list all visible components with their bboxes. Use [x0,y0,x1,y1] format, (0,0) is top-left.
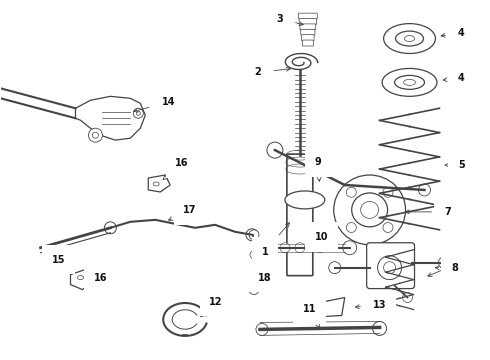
Text: 10: 10 [313,232,328,245]
Text: 15: 15 [52,251,66,265]
Circle shape [383,187,393,197]
Ellipse shape [395,31,423,46]
Polygon shape [148,175,170,192]
Ellipse shape [405,36,415,41]
Text: 13: 13 [355,300,387,310]
Ellipse shape [307,305,317,319]
Circle shape [384,262,395,274]
Circle shape [133,108,143,118]
Ellipse shape [394,75,424,89]
FancyBboxPatch shape [300,24,316,30]
Circle shape [89,128,102,142]
Ellipse shape [352,193,388,227]
Circle shape [295,243,305,253]
Circle shape [104,222,116,234]
Text: 18: 18 [257,270,272,283]
FancyBboxPatch shape [301,29,315,35]
Circle shape [249,285,259,294]
Text: 4: 4 [443,73,465,84]
Text: 16: 16 [84,273,107,283]
Ellipse shape [153,182,159,186]
Ellipse shape [384,24,436,54]
Circle shape [346,187,356,197]
Circle shape [418,184,431,196]
Polygon shape [71,268,97,289]
Circle shape [249,230,259,240]
Circle shape [372,321,387,336]
Polygon shape [308,298,345,318]
Circle shape [346,222,356,233]
Ellipse shape [382,68,437,96]
Circle shape [439,257,450,269]
Circle shape [403,293,413,302]
Circle shape [250,268,258,276]
Text: 6: 6 [428,257,465,276]
Circle shape [378,256,401,280]
FancyBboxPatch shape [302,40,313,46]
Text: 14: 14 [134,97,175,112]
FancyBboxPatch shape [298,13,318,19]
FancyBboxPatch shape [299,18,317,24]
Ellipse shape [334,175,406,245]
Text: 7: 7 [405,207,451,217]
FancyBboxPatch shape [301,35,314,41]
Circle shape [315,243,325,253]
Text: 5: 5 [445,160,465,170]
Text: 9: 9 [315,157,321,181]
Text: 8: 8 [435,263,458,273]
Circle shape [343,241,357,255]
Circle shape [267,142,283,158]
FancyBboxPatch shape [367,243,415,289]
Polygon shape [75,96,145,140]
Text: 2: 2 [255,67,290,77]
Ellipse shape [404,80,416,85]
Text: 3: 3 [276,14,303,26]
Text: 16: 16 [163,158,189,180]
Circle shape [280,243,290,253]
Ellipse shape [361,201,379,219]
FancyBboxPatch shape [287,154,313,276]
Ellipse shape [77,276,83,280]
Circle shape [93,132,98,138]
Ellipse shape [285,191,325,209]
Circle shape [256,323,268,336]
Circle shape [136,111,140,115]
Circle shape [329,262,341,274]
Circle shape [383,222,393,233]
Text: 17: 17 [169,205,197,220]
Circle shape [246,229,258,241]
Text: 4: 4 [441,28,465,37]
Circle shape [250,251,258,259]
Text: 1: 1 [262,223,290,257]
Circle shape [255,240,271,256]
Text: 11: 11 [303,305,319,328]
Text: 12: 12 [201,297,223,317]
